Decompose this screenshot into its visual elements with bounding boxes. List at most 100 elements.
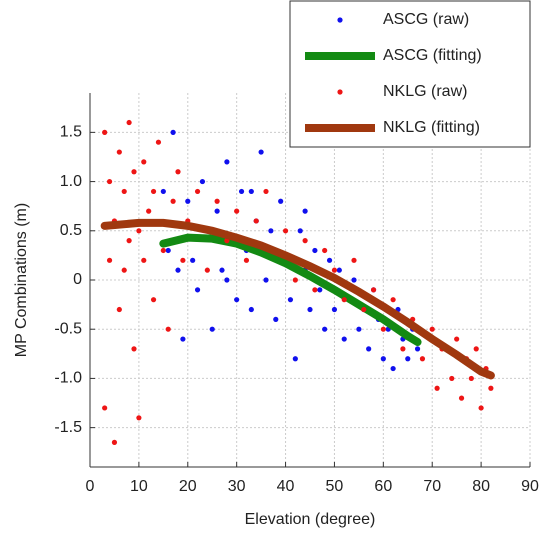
data-point — [458, 395, 465, 401]
data-point — [361, 306, 367, 313]
data-point — [263, 277, 269, 283]
data-point — [449, 375, 455, 382]
legend-marker — [337, 89, 343, 95]
x-tick-label: 50 — [326, 478, 344, 495]
data-point — [390, 365, 396, 372]
data-point — [253, 218, 259, 224]
x-tick-label: 80 — [472, 478, 490, 495]
data-point — [185, 198, 191, 204]
data-point — [160, 247, 166, 254]
data-point — [209, 326, 215, 332]
data-point — [302, 208, 308, 214]
data-point — [248, 188, 254, 195]
data-point — [390, 297, 396, 303]
data-point — [126, 119, 132, 126]
data-point — [190, 257, 196, 263]
data-point — [224, 159, 230, 165]
data-point — [141, 159, 147, 165]
y-tick-label: 0.5 — [60, 222, 82, 239]
fit-line — [100, 218, 495, 380]
data-point — [322, 326, 328, 332]
data-point — [326, 257, 333, 263]
data-point — [116, 306, 122, 313]
data-point — [312, 287, 318, 293]
data-point — [473, 346, 479, 352]
legend-label: NKLG (fitting) — [383, 119, 480, 136]
y-tick-label: 1.0 — [60, 173, 82, 190]
data-point — [429, 326, 435, 332]
data-point — [170, 198, 176, 204]
data-point — [370, 287, 377, 293]
legend-box — [289, 0, 531, 148]
data-point — [278, 198, 284, 204]
y-tick-label: 0 — [73, 271, 82, 288]
data-point — [268, 228, 274, 234]
x-tick-label: 70 — [423, 478, 441, 495]
data-point — [136, 228, 142, 234]
data-point — [126, 238, 132, 244]
data-point — [302, 238, 308, 244]
data-point — [111, 439, 118, 445]
data-point — [234, 208, 240, 214]
data-point — [214, 208, 220, 214]
data-point — [170, 129, 176, 135]
data-point — [351, 277, 357, 283]
data-point — [165, 247, 171, 254]
legend-label: ASCG (fitting) — [383, 47, 482, 64]
data-point — [180, 336, 186, 342]
y-tick-label: 1.5 — [60, 124, 82, 141]
data-point — [317, 287, 323, 293]
data-point — [121, 188, 127, 195]
data-point — [165, 326, 171, 332]
data-point — [175, 169, 181, 175]
data-point — [106, 178, 113, 185]
data-point — [478, 405, 484, 411]
x-tick-label: 40 — [277, 478, 295, 495]
data-point — [141, 257, 147, 263]
x-axis-label: Elevation (degree) — [245, 511, 376, 528]
data-point — [331, 306, 338, 313]
y-tick-label: -0.5 — [54, 320, 82, 337]
data-point — [150, 297, 157, 303]
legend-marker — [337, 17, 343, 23]
legend-label: NKLG (raw) — [383, 83, 467, 100]
data-point — [454, 336, 460, 342]
data-point — [273, 316, 279, 322]
data-point — [116, 149, 122, 155]
data-point — [204, 267, 210, 273]
data-point — [405, 356, 411, 362]
data-point — [258, 149, 264, 155]
data-point — [341, 297, 347, 303]
data-point — [380, 326, 386, 332]
data-point — [366, 346, 372, 352]
data-point — [312, 247, 318, 254]
data-point — [292, 277, 298, 283]
data-point — [146, 208, 152, 214]
data-point — [263, 188, 269, 195]
data-point — [131, 346, 137, 352]
legend-label: ASCG (raw) — [383, 11, 469, 28]
data-point — [102, 405, 108, 411]
data-point — [248, 306, 254, 313]
x-tick-label: 20 — [179, 478, 197, 495]
data-point — [400, 346, 406, 352]
data-point — [121, 267, 127, 273]
data-point — [488, 385, 494, 391]
data-point — [180, 257, 186, 263]
data-point — [351, 257, 357, 263]
data-point — [106, 257, 113, 263]
data-point — [282, 228, 289, 234]
data-point — [194, 188, 201, 195]
data-point — [219, 267, 225, 273]
legend: ASCG (raw) ASCG (fitting) NKLG (raw) NKLG (… — [289, 0, 531, 148]
data-point — [292, 356, 298, 362]
data-point — [297, 228, 303, 234]
y-tick-label: -1.0 — [54, 370, 82, 387]
data-point — [175, 267, 181, 273]
y-axis-label: MP Combinations (m) — [13, 203, 30, 357]
data-point — [356, 326, 362, 332]
data-point — [419, 356, 426, 362]
data-point — [150, 188, 157, 195]
data-point — [102, 129, 108, 135]
x-tick-label: 30 — [228, 478, 246, 495]
